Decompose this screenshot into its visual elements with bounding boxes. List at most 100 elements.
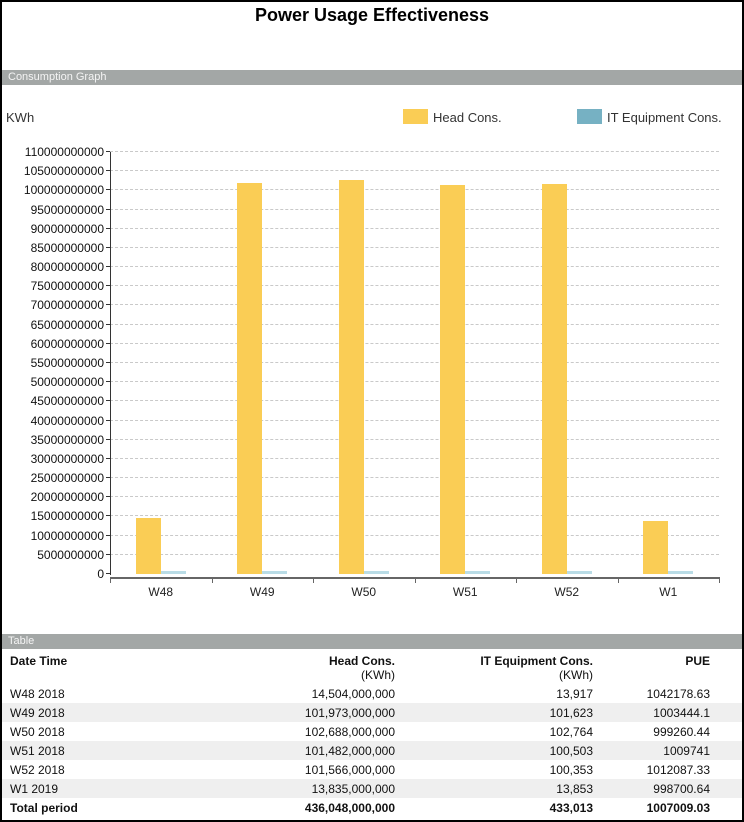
table-cell: 13,853	[556, 782, 593, 796]
x-axis-tick-mark	[313, 577, 314, 583]
y-axis-tick-mark	[106, 227, 110, 229]
x-axis-tick-mark	[414, 577, 416, 583]
y-axis-tick-label: 35000000000	[30, 432, 104, 447]
table-cell: 999260.44	[653, 725, 710, 739]
y-axis-tick-mark	[106, 515, 110, 517]
y-gridline	[110, 400, 719, 402]
table-cell: 13,917	[556, 687, 593, 701]
y-gridline	[110, 438, 719, 440]
y-axis-tick-label: 60000000000	[30, 336, 104, 351]
x-axis-label-W1: W1	[659, 585, 678, 599]
table-cell: 1042178.63	[646, 687, 710, 701]
column-header-it-equipment-cons: IT Equipment Cons. (KWh)	[480, 654, 593, 682]
bar-head-cons-W52	[541, 184, 567, 574]
y-axis-tick-mark	[106, 246, 110, 248]
y-gridline	[110, 189, 719, 191]
table-cell: W48 2018	[10, 687, 65, 701]
y-axis-tick-label: 25000000000	[30, 471, 104, 486]
x-axis-label-W51: W51	[452, 585, 478, 599]
x-axis-tick-mark	[617, 577, 619, 583]
y-gridline	[110, 304, 719, 306]
x-axis-label-W50: W50	[351, 585, 377, 599]
y-axis-tick-mark	[106, 266, 110, 268]
bar-head-cons-W51	[440, 184, 466, 574]
bar-head-cons-W48	[135, 518, 161, 574]
y-axis-tick-label: 80000000000	[30, 260, 104, 275]
bar-it-equipment-cons-W49	[262, 571, 288, 574]
y-gridline	[110, 534, 719, 536]
y-axis-tick-label: 65000000000	[30, 317, 104, 332]
table-cell: 100,353	[549, 763, 593, 777]
y-gridline	[110, 323, 719, 325]
column-header-date-time: Date Time	[10, 654, 68, 668]
table-cell: 101,482,000,000	[304, 744, 395, 758]
y-axis-tick-mark	[106, 553, 110, 555]
y-axis-tick-mark	[106, 362, 110, 363]
table-cell: 1003444.1	[653, 706, 710, 720]
y-gridline	[110, 457, 719, 459]
table-row: W52 2018 101,566,000,000 100,353 1012087.33	[2, 760, 742, 779]
y-gridline	[110, 151, 719, 152]
bar-head-cons-W50	[338, 180, 364, 574]
y-gridline	[110, 342, 719, 344]
bar-head-cons-W1	[643, 520, 669, 574]
y-axis-tick-mark	[106, 285, 110, 287]
table-row: W49 2018 101,973,000,000 101,623 1003444.1	[2, 703, 742, 722]
y-gridline	[110, 496, 719, 498]
section-header-table: Table	[2, 634, 742, 649]
table-cell: 433,013	[549, 801, 593, 815]
y-axis-tick-mark	[106, 496, 110, 498]
column-header-head-cons: Head Cons. (KWh)	[328, 654, 395, 682]
table-cell: W49 2018	[10, 706, 65, 720]
y-axis-tick-mark	[106, 323, 110, 325]
y-gridline	[110, 477, 719, 479]
table-cell: 1012087.33	[646, 763, 710, 777]
table-cell: 101,623	[549, 706, 593, 720]
section-header-label: Table	[8, 635, 35, 647]
table-cell: 1009741	[663, 744, 710, 758]
y-gridline	[110, 553, 719, 555]
y-gridline	[110, 515, 719, 517]
y-axis-tick-label: 70000000000	[30, 298, 104, 313]
legend-label-it-equipment-cons: IT Equipment Cons.	[607, 110, 722, 125]
section-header-consumption-graph: Consumption Graph	[2, 70, 742, 85]
table-cell: 101,973,000,000	[304, 706, 395, 720]
y-axis-tick-label: 100000000000	[23, 183, 104, 198]
table-cell: 101,566,000,000	[304, 763, 395, 777]
y-axis-tick-label: 90000000000	[30, 221, 104, 236]
bar-head-cons-W49	[237, 182, 263, 574]
table-row: W48 2018 14,504,000,000 13,917 1042178.63	[2, 684, 742, 703]
y-axis-tick-mark	[106, 477, 110, 479]
y-axis-tick-mark	[106, 573, 110, 574]
y-axis-tick-label: 105000000000	[23, 164, 104, 179]
bar-it-equipment-cons-W52	[566, 571, 592, 574]
table-cell: Total period	[10, 801, 78, 815]
x-axis-tick-mark	[110, 577, 111, 583]
table-cell: 100,503	[549, 744, 593, 758]
y-axis-tick-label: 40000000000	[30, 413, 104, 428]
y-axis-tick-label: 10000000000	[30, 528, 104, 543]
y-gridline	[110, 381, 719, 383]
table-cell: W52 2018	[10, 763, 65, 777]
table-cell: 998700.64	[653, 782, 710, 796]
table-cell: W1 2019	[10, 782, 59, 796]
y-axis-tick-mark	[106, 189, 110, 191]
y-axis-tick-label: 95000000000	[30, 202, 104, 217]
table-total-row: Total period 436,048,000,000 433,013 100700…	[2, 798, 742, 817]
y-axis-tick-mark	[106, 534, 110, 536]
y-axis-tick-mark	[106, 170, 110, 172]
table-cell: 14,504,000,000	[311, 687, 395, 701]
y-axis-tick-label: 85000000000	[30, 240, 104, 255]
y-axis-tick-label: 0	[97, 567, 104, 581]
y-axis-tick-label: 20000000000	[30, 490, 104, 505]
y-axis-tick-label: 5000000000	[37, 547, 104, 562]
y-gridline	[110, 246, 719, 248]
table-cell: W50 2018	[10, 725, 65, 739]
table-cell: 102,688,000,000	[304, 725, 395, 739]
x-axis-label-W52: W52	[554, 585, 580, 599]
y-axis-tick-mark	[106, 151, 110, 152]
bar-it-equipment-cons-W1	[668, 571, 694, 574]
legend-swatch-head-cons	[403, 109, 428, 124]
y-axis-tick-label: 30000000000	[30, 451, 104, 466]
